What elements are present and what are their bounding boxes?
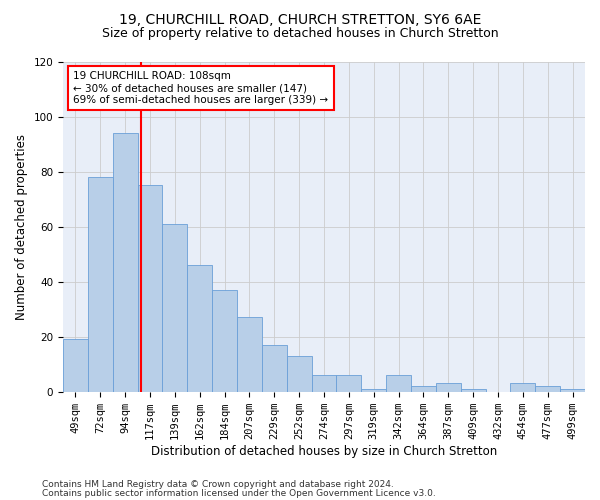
Text: Contains public sector information licensed under the Open Government Licence v3: Contains public sector information licen… [42,488,436,498]
Text: 19, CHURCHILL ROAD, CHURCH STRETTON, SY6 6AE: 19, CHURCHILL ROAD, CHURCH STRETTON, SY6… [119,12,481,26]
Bar [461,389,485,392]
Bar [436,384,461,392]
Text: Contains HM Land Registry data © Crown copyright and database right 2024.: Contains HM Land Registry data © Crown c… [42,480,394,489]
Bar [361,389,386,392]
Bar [311,375,337,392]
Bar [212,290,237,392]
Bar [535,386,560,392]
Bar [137,186,163,392]
Bar [262,345,287,392]
Bar [337,375,361,392]
Y-axis label: Number of detached properties: Number of detached properties [15,134,28,320]
Bar [187,265,212,392]
Text: 19 CHURCHILL ROAD: 108sqm
← 30% of detached houses are smaller (147)
69% of semi: 19 CHURCHILL ROAD: 108sqm ← 30% of detac… [73,72,329,104]
Bar [163,224,187,392]
Bar [237,318,262,392]
Bar [511,384,535,392]
Bar [386,375,411,392]
Bar [287,356,311,392]
Bar [411,386,436,392]
Bar [560,389,585,392]
X-axis label: Distribution of detached houses by size in Church Stretton: Distribution of detached houses by size … [151,444,497,458]
Bar [88,177,113,392]
Text: Size of property relative to detached houses in Church Stretton: Size of property relative to detached ho… [101,28,499,40]
Bar [63,340,88,392]
Bar [113,133,137,392]
